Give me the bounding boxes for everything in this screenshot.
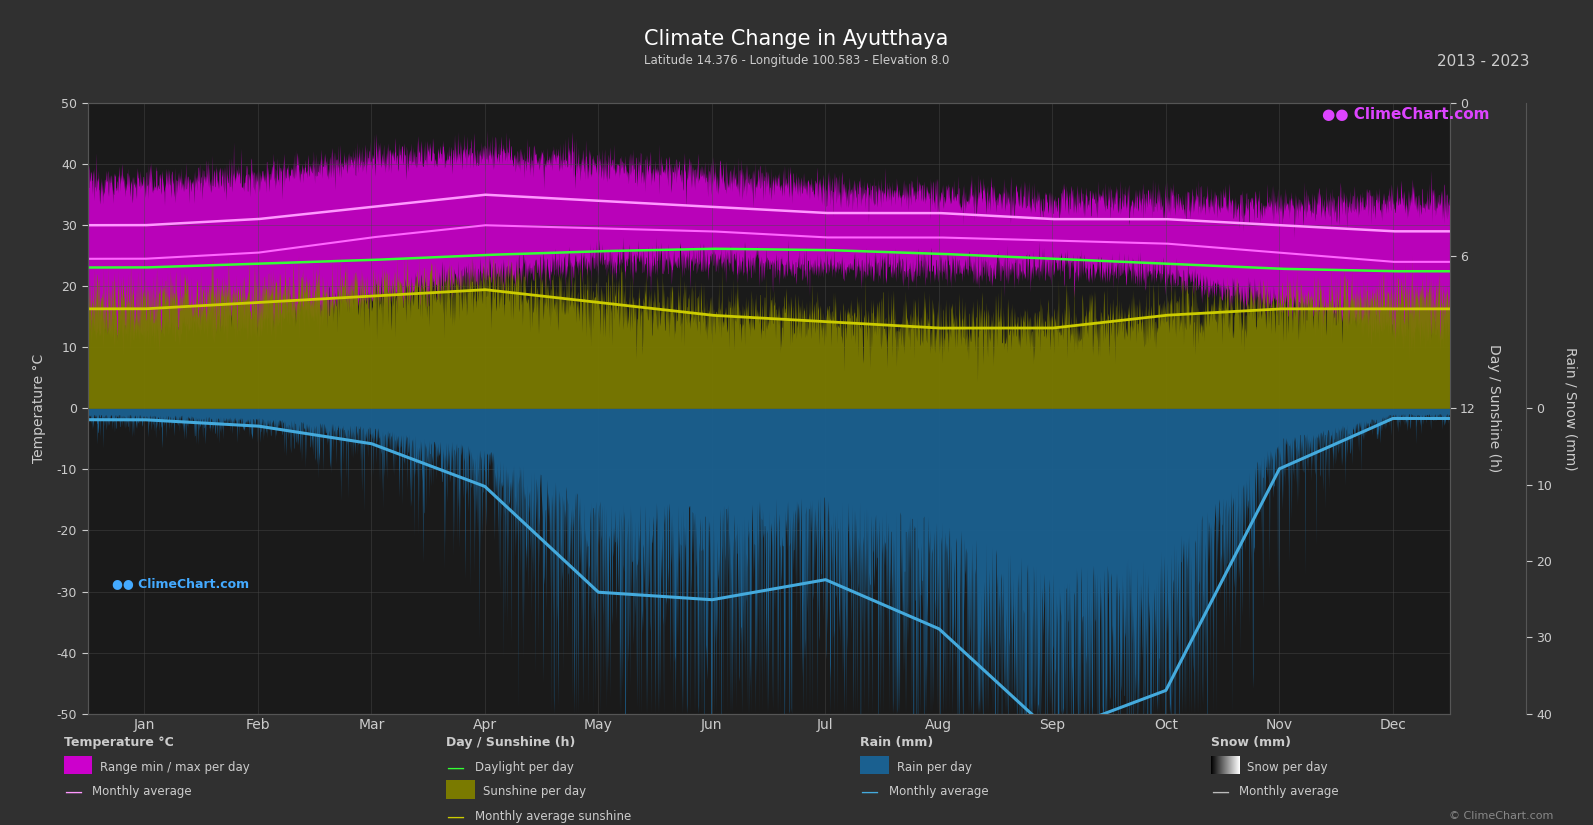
Text: Daylight per day: Daylight per day (475, 761, 573, 774)
Text: Snow per day: Snow per day (1247, 761, 1329, 774)
Text: Monthly average: Monthly average (1239, 785, 1340, 799)
Text: —: — (1211, 783, 1228, 801)
Text: —: — (860, 783, 878, 801)
Text: Temperature °C: Temperature °C (64, 736, 174, 749)
Text: Rain per day: Rain per day (897, 761, 972, 774)
Text: Monthly average sunshine: Monthly average sunshine (475, 810, 631, 823)
Text: —: — (446, 808, 464, 825)
Text: Sunshine per day: Sunshine per day (483, 785, 586, 799)
Text: 2013 - 2023: 2013 - 2023 (1437, 54, 1529, 68)
Text: ●● ClimeChart.com: ●● ClimeChart.com (112, 578, 249, 591)
Text: Monthly average: Monthly average (92, 785, 193, 799)
Text: Latitude 14.376 - Longitude 100.583 - Elevation 8.0: Latitude 14.376 - Longitude 100.583 - El… (644, 54, 949, 67)
Text: © ClimeChart.com: © ClimeChart.com (1448, 811, 1553, 821)
Text: —: — (446, 758, 464, 776)
Y-axis label: Temperature °C: Temperature °C (32, 354, 46, 463)
Y-axis label: Day / Sunshine (h): Day / Sunshine (h) (1486, 344, 1501, 473)
Text: Range min / max per day: Range min / max per day (100, 761, 250, 774)
Text: Day / Sunshine (h): Day / Sunshine (h) (446, 736, 575, 749)
Text: Snow (mm): Snow (mm) (1211, 736, 1290, 749)
Text: —: — (64, 783, 81, 801)
Text: Climate Change in Ayutthaya: Climate Change in Ayutthaya (644, 29, 949, 49)
Text: Rain (mm): Rain (mm) (860, 736, 933, 749)
Y-axis label: Rain / Snow (mm): Rain / Snow (mm) (1563, 346, 1577, 470)
Text: ●● ClimeChart.com: ●● ClimeChart.com (1322, 107, 1489, 122)
Text: Monthly average: Monthly average (889, 785, 989, 799)
